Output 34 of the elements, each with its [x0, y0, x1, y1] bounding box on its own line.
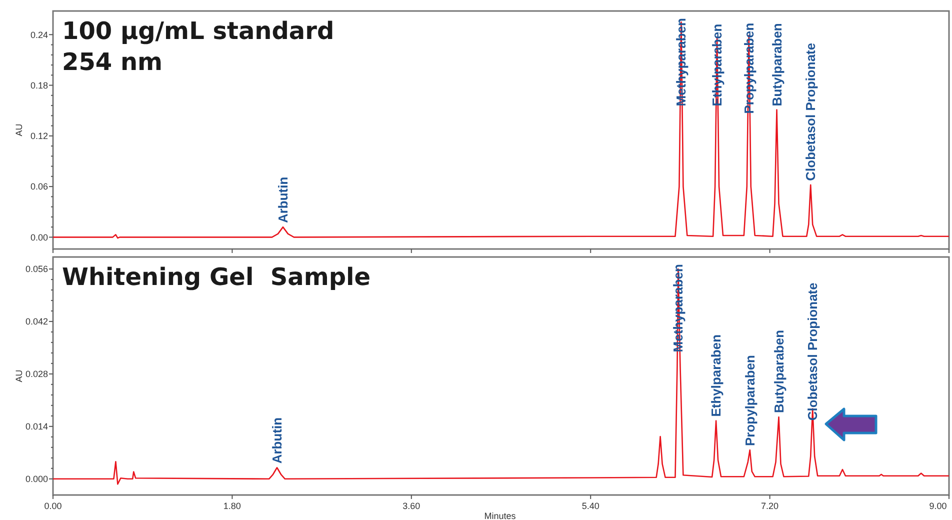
x-tick-label: 5.40: [582, 501, 600, 511]
y-tick-label: 0.00: [30, 232, 48, 242]
chart-title: 100 µg/mL standard: [62, 17, 334, 45]
annotation: Butylparaben: [771, 330, 786, 414]
annotation: Butylparaben: [769, 23, 784, 106]
chart-title: Whitening Gel Sample: [62, 263, 371, 291]
annotation: Propylparaben: [741, 22, 756, 114]
x-tick-label: 9.00: [929, 501, 947, 511]
x-tick-label: 0.00: [44, 501, 62, 511]
y-axis-title: AU: [14, 370, 24, 382]
x-axis-title: Minutes: [484, 511, 516, 520]
annotation: Methyparaben: [670, 264, 686, 352]
y-tick-label: 0.12: [30, 131, 48, 142]
y-tick-label: 0.056: [25, 264, 48, 274]
y-tick-label: 0.014: [25, 422, 48, 432]
y-axis-title: AU: [14, 124, 24, 136]
x-tick-label: 1.80: [223, 501, 241, 511]
y-tick-label: 0.06: [30, 182, 48, 192]
x-tick-label: 3.60: [402, 501, 420, 511]
text: 254 nm: [62, 48, 163, 76]
y-tick-label: 0.18: [30, 80, 48, 90]
annotation: Ethylparaben: [710, 24, 725, 106]
y-tick-label: 0.24: [30, 30, 48, 40]
annotation: Clobetasol Propionate: [803, 42, 818, 181]
x-tick-label: 7.20: [761, 501, 779, 511]
annotation: Arbutin: [275, 176, 290, 224]
y-tick-label: 0.028: [25, 369, 48, 380]
y-tick-label: 0.042: [25, 316, 48, 327]
annotation: Arbutin: [270, 417, 284, 464]
annotation: Clobetasol Propionate: [805, 282, 820, 421]
annotation: Methyparaben: [674, 18, 689, 106]
y-tick-label: 0.000: [25, 474, 48, 484]
annotation: Propylparaben: [742, 354, 758, 446]
annotation: Ethylparaben: [708, 334, 724, 417]
